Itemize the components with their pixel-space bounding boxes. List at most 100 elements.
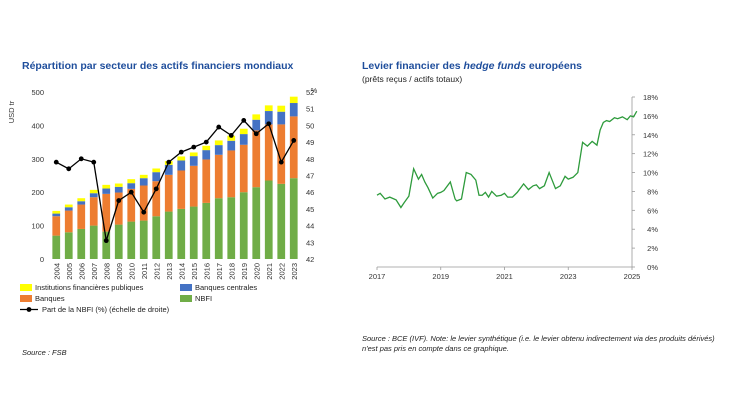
bar-banques-2012 [152, 181, 161, 217]
bar-institutions-financieres-publiques-2005 [64, 204, 73, 208]
nbfi-share-line [55, 119, 295, 241]
legend-label-banques: Banques [35, 294, 65, 303]
x-tick-label: 2016 [202, 263, 211, 280]
bar-banques-centrales-2005 [64, 207, 73, 211]
right-title-italic: hedge funds [463, 60, 526, 72]
bar-banques-centrales-2010 [127, 183, 136, 189]
bar-banques-2008 [102, 193, 111, 232]
bar-nbfi-2012 [152, 216, 161, 259]
right-title-pre: Levier financier des [362, 60, 464, 72]
x-tick-label: 2023 [290, 263, 299, 280]
bar-institutions-financieres-publiques-2014 [177, 156, 186, 161]
y2-tick-label: 50 [306, 121, 314, 130]
bar-nbfi-2011 [139, 220, 148, 259]
bar-banques-2018 [227, 150, 236, 198]
nbfi-share-point-2006 [78, 156, 84, 162]
bar-banques-2014 [177, 170, 186, 209]
y-tick-label: 300 [31, 155, 44, 164]
bar-banques-2023 [289, 116, 298, 179]
bar-institutions-financieres-publiques-2018 [227, 135, 236, 141]
left-source: Source : FSB [22, 348, 67, 357]
x-tick-label: 2020 [252, 263, 261, 280]
bar-banques-2009 [114, 192, 123, 225]
left-chart-title: Répartition par secteur des actifs finan… [22, 60, 294, 72]
x-tick-label: 2009 [115, 263, 124, 280]
bar-banques-2021 [264, 124, 273, 181]
bar-banques-centrales-2021 [264, 111, 273, 125]
bar-institutions-financieres-publiques-2012 [152, 168, 161, 173]
bar-nbfi-2007 [89, 225, 98, 259]
x-tick-label: 2013 [165, 263, 174, 280]
x-tick-label: 2023 [560, 272, 577, 281]
bar-banques-2015 [189, 165, 198, 207]
bar-banques-centrales-2015 [189, 156, 198, 166]
bar-banques-2020 [252, 130, 261, 188]
bar-banques-centrales-2014 [177, 160, 186, 171]
x-tick-label: 2004 [52, 263, 61, 280]
y-axis-label: USD tr [7, 100, 16, 123]
bar-banques-2022 [277, 124, 286, 184]
legend-label-nbfi: NBFI [195, 294, 212, 303]
nbfi-share-point-2012 [153, 186, 159, 192]
y-tick-label: 0 [40, 255, 44, 264]
bar-banques-2010 [127, 188, 136, 222]
nbfi-share-point-2014 [178, 149, 184, 155]
bar-nbfi-2004 [52, 235, 61, 259]
x-tick-label: 2007 [90, 263, 99, 280]
y-tick-label: 18% [643, 93, 658, 102]
y2-tick-label: 48 [306, 155, 314, 164]
nbfi-share-point-2018 [228, 133, 234, 138]
y-tick-label: 16% [643, 112, 658, 121]
bar-nbfi-2008 [102, 231, 111, 259]
bar-institutions-financieres-publiques-2015 [189, 152, 198, 157]
leverage-line [376, 110, 638, 209]
nbfi-share-point-2019 [241, 117, 247, 123]
legend-label-part-de-la-nbfi-echelle-de-droite: Part de la NBFI (%) (échelle de droite) [42, 305, 170, 314]
y-tick-label: 4% [647, 225, 658, 234]
nbfi-share-point-2022 [278, 159, 284, 165]
bar-banques-centrales-2017 [214, 145, 223, 155]
x-tick-label: 2021 [265, 263, 274, 280]
bar-nbfi-2009 [114, 224, 123, 259]
nbfi-share-point-2015 [191, 144, 197, 150]
bar-institutions-financieres-publiques-2020 [252, 114, 261, 120]
bar-nbfi-2022 [277, 183, 286, 259]
bar-banques-2007 [89, 197, 98, 226]
y2-tick-label: 46 [306, 188, 314, 197]
bar-nbfi-2006 [77, 228, 86, 259]
bar-nbfi-2019 [239, 192, 248, 259]
x-tick-label: 2018 [227, 263, 236, 280]
bar-nbfi-2018 [227, 197, 236, 259]
y2-axis-label: % [311, 86, 318, 95]
bar-nbfi-2017 [214, 198, 223, 259]
bar-institutions-financieres-publiques-2021 [264, 105, 273, 112]
bar-banques-centrales-2013 [164, 164, 173, 175]
x-tick-label: 2014 [177, 263, 186, 280]
y2-tick-label: 44 [306, 222, 314, 231]
x-tick-label: 2006 [77, 263, 86, 280]
leverage-line-chart: 0% 2% 4% 6% 8% 10% 12% 14% 16% 18% 2017 2019 2021 202… [369, 93, 659, 281]
bar-nbfi-2010 [127, 221, 136, 259]
y-tick-label: 6% [647, 206, 658, 215]
y-tick-label: 200 [31, 188, 44, 197]
right-chart-subtitle: (prêts reçus / actifs totaux) [362, 74, 463, 84]
x-tick-label: 2021 [496, 272, 513, 281]
nbfi-share-point-2005 [66, 166, 72, 172]
bar-banques-centrales-2019 [239, 134, 248, 145]
bar-banques-2019 [239, 144, 248, 193]
bar-banques-centrales-2022 [277, 111, 286, 125]
x-tick-label: 2012 [152, 263, 161, 280]
x-tick-label: 2019 [240, 263, 249, 280]
legend-swatch-nbfi [180, 295, 192, 302]
bar-nbfi-2021 [264, 180, 273, 259]
bar-nbfi-2005 [64, 232, 73, 259]
y-tick-label: 400 [31, 121, 44, 130]
nbfi-share-point-2020 [253, 131, 259, 137]
bar-banques-centrales-2020 [252, 119, 261, 131]
legend-swatch-banques-centrales [180, 284, 192, 291]
legend-line-marker [26, 307, 32, 312]
y-tick-label: 14% [643, 131, 658, 140]
bar-institutions-financieres-publiques-2008 [102, 184, 111, 189]
bar-banques-2013 [164, 174, 173, 212]
bar-institutions-financieres-publiques-2010 [127, 179, 136, 184]
